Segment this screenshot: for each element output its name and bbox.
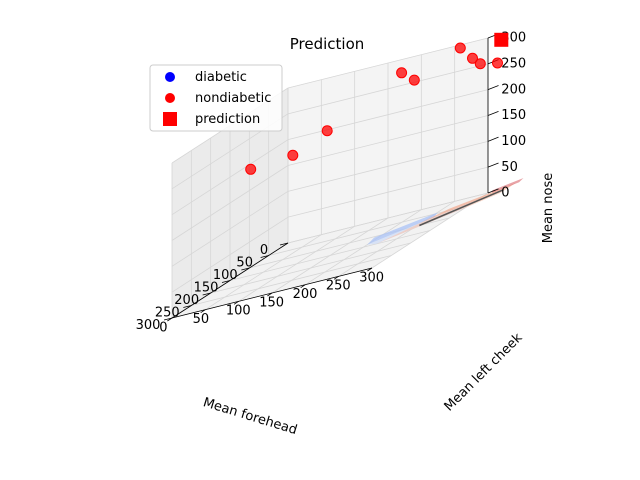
z-tick-label: 0	[501, 186, 509, 201]
z-tick-label: 250	[501, 57, 526, 72]
nondiabetic-point	[245, 163, 257, 175]
data-points	[245, 32, 509, 175]
x-tick-mark	[202, 292, 211, 296]
z-tick-label: 50	[501, 160, 518, 175]
nondiabetic-point	[408, 74, 420, 86]
y-tick-label: 150	[259, 295, 284, 310]
decision-surface	[367, 178, 524, 245]
z-tick-mark	[487, 162, 499, 168]
x-tick-mark	[163, 317, 173, 321]
prediction-point	[494, 32, 509, 47]
legend-label-prediction: prediction	[195, 112, 260, 127]
legend-frame	[149, 64, 283, 132]
y-tick-label: 250	[326, 279, 351, 294]
x-tick-mark	[221, 280, 231, 283]
y-tick-mark	[300, 284, 306, 289]
z-tick-label: 200	[501, 82, 526, 97]
y-tick-mark	[233, 300, 239, 305]
legend-marker-prediction	[163, 112, 177, 126]
nondiabetic-point	[467, 52, 478, 64]
surface-patch-darkred	[491, 178, 524, 193]
surface-patch-blue	[367, 212, 438, 245]
y-tick-mark	[200, 309, 206, 314]
x-tick-mark	[279, 242, 289, 246]
z-tick-mark	[487, 85, 499, 91]
legend-marker-diabetic	[165, 72, 175, 82]
grid-line	[287, 37, 489, 89]
x-axis-label: Mean forehead	[201, 395, 299, 438]
z-tick-label: 100	[501, 134, 526, 149]
x-tick-label: 150	[194, 281, 219, 296]
z-tick-mark	[487, 136, 499, 142]
x-tick-label: 300	[136, 318, 161, 333]
x-tick-mark	[183, 305, 192, 308]
y-tick-label: 100	[226, 304, 251, 319]
legend-label-diabetic: diabetic	[195, 70, 247, 85]
nondiabetic-point	[396, 67, 408, 79]
z-tick-mark	[487, 110, 499, 116]
y-tick-mark	[367, 267, 373, 272]
grid-line	[287, 63, 489, 115]
legend: diabetic nondiabetic prediction	[149, 64, 283, 132]
chart-title: Prediction	[290, 35, 365, 53]
nondiabetic-point	[321, 125, 333, 137]
y-tick-label: 0	[159, 320, 167, 335]
x-tick-mark	[260, 255, 269, 258]
x-tick-mark	[241, 267, 250, 271]
y-tick-mark	[333, 275, 339, 280]
legend-marker-nondiabetic	[165, 93, 175, 103]
nondiabetic-point	[454, 42, 466, 54]
y-axis-label: Mean left cheek	[442, 330, 526, 414]
z-tick-mark	[487, 188, 499, 194]
x-tick-label: 250	[155, 306, 180, 321]
y-tick-mark	[167, 317, 173, 322]
tick-labels: 0501001502002503000501001502002503000501…	[136, 31, 527, 336]
y-tick-mark	[267, 292, 273, 297]
x-tick-label: 50	[236, 256, 253, 271]
z-tick-label: 150	[501, 108, 526, 123]
nondiabetic-point	[474, 58, 486, 70]
decision-boundary-line	[419, 189, 504, 227]
x-tick-label: 200	[174, 293, 199, 308]
x-tick-label: 0	[260, 243, 268, 258]
x-tick-label: 100	[213, 268, 238, 283]
nondiabetic-point	[287, 149, 299, 161]
y-tick-label: 50	[193, 312, 210, 327]
y-tick-label: 200	[293, 287, 318, 302]
legend-label-nondiabetic: nondiabetic	[195, 91, 271, 106]
z-axis-label: Mean nose	[541, 173, 556, 244]
y-tick-label: 300	[359, 270, 384, 285]
nondiabetic-point	[492, 57, 503, 69]
